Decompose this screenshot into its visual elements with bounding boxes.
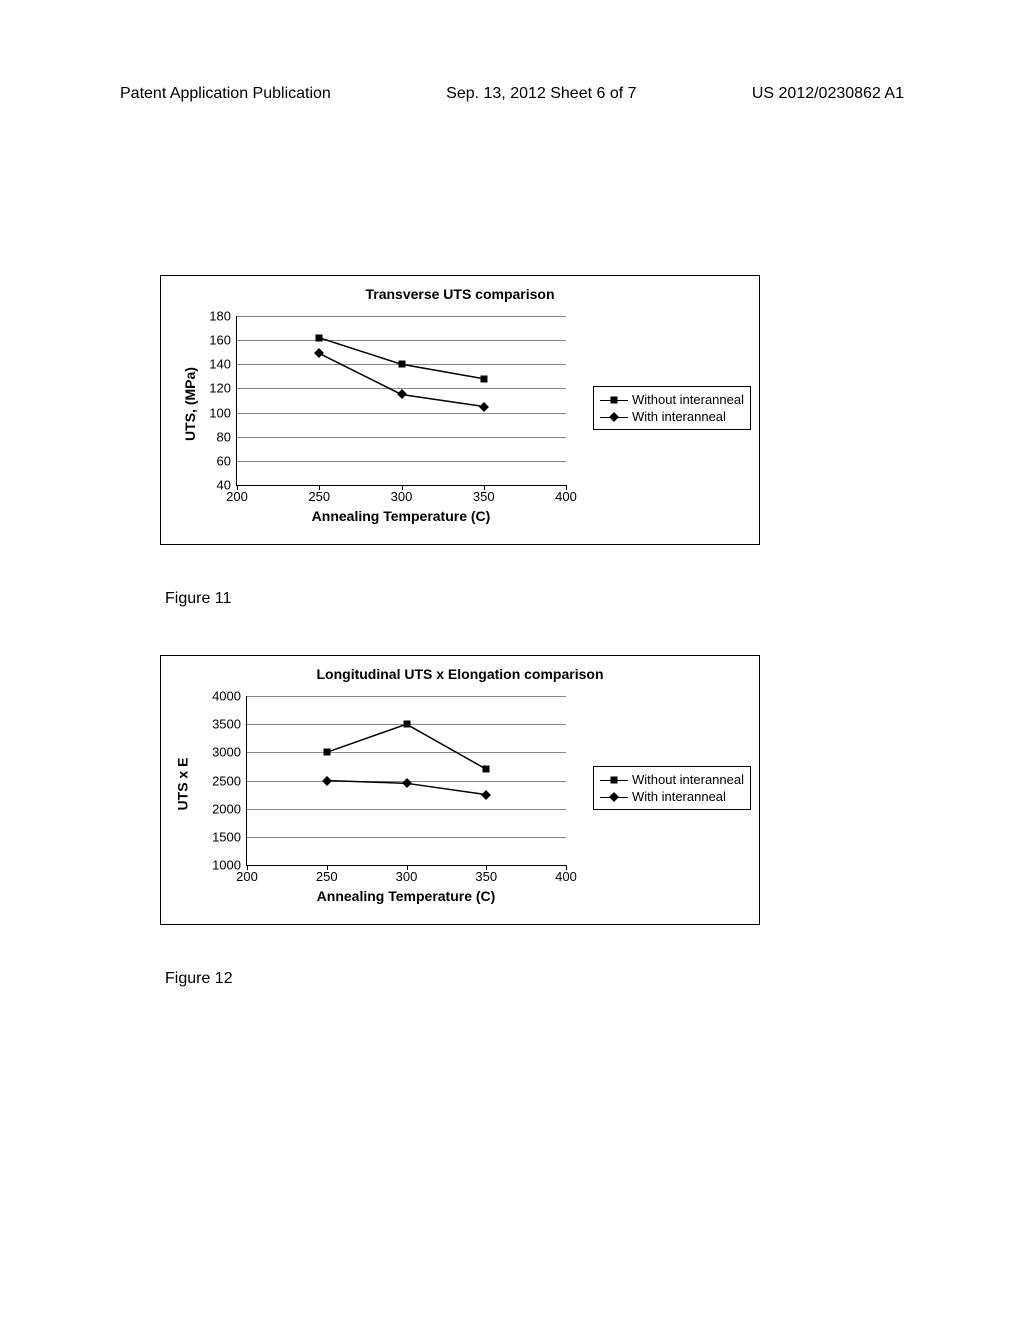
xtick-label: 300 (391, 485, 413, 504)
ytick-label: 120 (209, 381, 237, 396)
ytick-label: 1500 (212, 829, 247, 844)
chart-2-plot: 1000150020002500300035004000200250300350… (246, 696, 566, 866)
header-left: Patent Application Publication (120, 85, 331, 103)
chart-2-box: Longitudinal UTS x Elongation comparison… (160, 655, 760, 925)
legend-sample (600, 773, 628, 787)
legend-sample (600, 790, 628, 804)
figure-11-caption: Figure 11 (165, 590, 231, 608)
xtick-label: 400 (555, 865, 577, 884)
xtick-label: 350 (475, 865, 497, 884)
figure-12-caption: Figure 12 (165, 970, 233, 988)
square-icon (610, 776, 617, 783)
legend-label: With interanneal (632, 789, 726, 804)
xtick-label: 250 (316, 865, 338, 884)
xtick-label: 350 (473, 485, 495, 504)
page-header: Patent Application Publication Sep. 13, … (0, 85, 1024, 103)
square-icon (610, 396, 617, 403)
ytick-label: 160 (209, 333, 237, 348)
chart-1-box: Transverse UTS comparison UTS, (MPa) 406… (160, 275, 760, 545)
legend-row: Without interanneal (600, 391, 744, 408)
ytick-label: 80 (217, 429, 237, 444)
xtick-label: 300 (396, 865, 418, 884)
series-lines (237, 316, 566, 485)
data-marker (483, 766, 490, 773)
ytick-label: 100 (209, 405, 237, 420)
data-marker (398, 361, 405, 368)
legend-row: With interanneal (600, 788, 744, 805)
data-marker (403, 721, 410, 728)
chart-2-title: Longitudinal UTS x Elongation comparison (317, 666, 604, 682)
diamond-icon (609, 792, 619, 802)
legend-label: With interanneal (632, 409, 726, 424)
xtick-label: 200 (226, 485, 248, 504)
chart-2-ylabel: UTS x E (174, 758, 190, 811)
ytick-label: 2500 (212, 773, 247, 788)
data-marker (316, 334, 323, 341)
chart-1-ylabel: UTS, (MPa) (182, 367, 198, 441)
chart-2-legend: Without interanneal With interanneal (593, 766, 751, 810)
legend-label: Without interanneal (632, 392, 744, 407)
xtick-label: 250 (308, 485, 330, 504)
data-marker (480, 375, 487, 382)
ytick-label: 60 (217, 453, 237, 468)
ytick-label: 3000 (212, 745, 247, 760)
chart-1-plot: 406080100120140160180200250300350400 (236, 316, 566, 486)
ytick-label: 180 (209, 309, 237, 324)
legend-sample (600, 410, 628, 424)
chart-1-title: Transverse UTS comparison (365, 286, 554, 302)
header-right: US 2012/0230862 A1 (752, 85, 904, 103)
legend-label: Without interanneal (632, 772, 744, 787)
data-marker (323, 749, 330, 756)
diamond-icon (609, 412, 619, 422)
chart-1-xlabel: Annealing Temperature (C) (312, 508, 491, 524)
chart-1-legend: Without interanneal With interanneal (593, 386, 751, 430)
chart-2-xlabel: Annealing Temperature (C) (317, 888, 496, 904)
legend-sample (600, 393, 628, 407)
ytick-label: 4000 (212, 689, 247, 704)
legend-row: Without interanneal (600, 771, 744, 788)
xtick-label: 200 (236, 865, 258, 884)
header-center: Sep. 13, 2012 Sheet 6 of 7 (446, 85, 636, 103)
ytick-label: 2000 (212, 801, 247, 816)
ytick-label: 140 (209, 357, 237, 372)
ytick-label: 3500 (212, 717, 247, 732)
xtick-label: 400 (555, 485, 577, 504)
legend-row: With interanneal (600, 408, 744, 425)
